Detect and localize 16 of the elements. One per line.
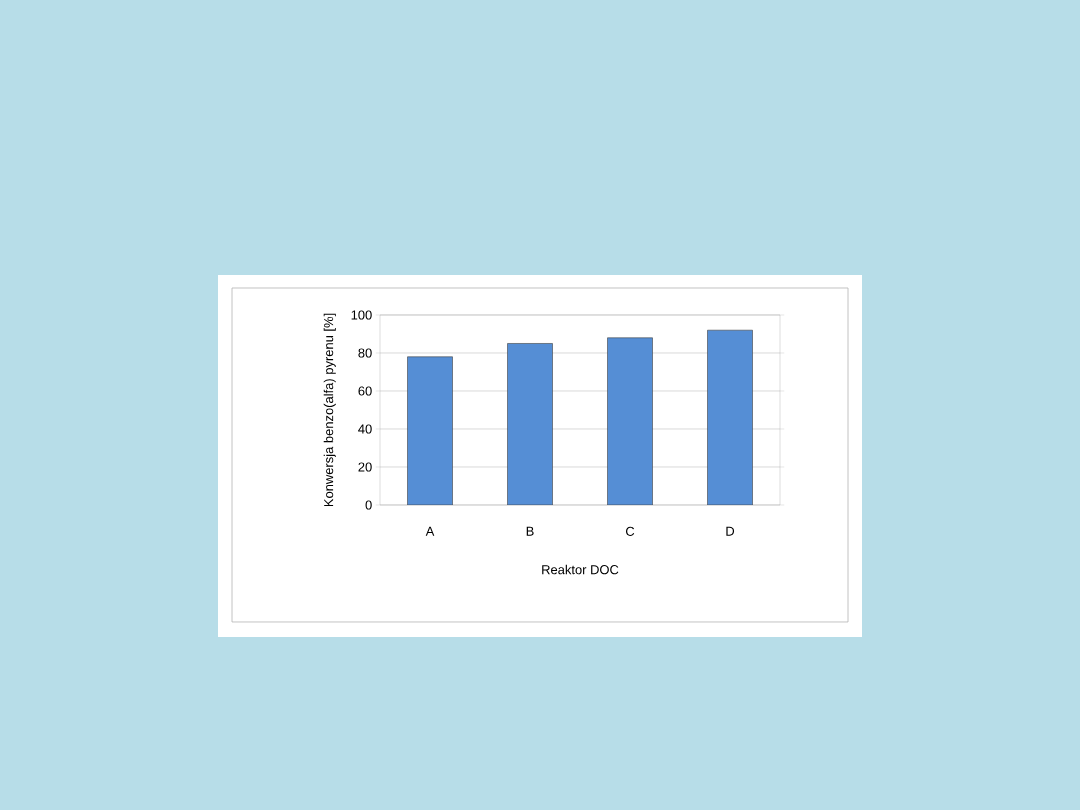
- y-tick-label: 40: [358, 424, 372, 434]
- bar: [607, 337, 653, 505]
- y-tick-label: 100: [351, 310, 372, 320]
- x-tick-label: D: [726, 526, 735, 536]
- x-axis-title: Reaktor DOC: [542, 564, 619, 575]
- x-tick-label: A: [425, 526, 435, 536]
- y-tick-label: 20: [358, 462, 372, 472]
- bar: [707, 329, 753, 505]
- y-tick-label: 0: [365, 500, 372, 510]
- y-axis-title: Konwersja benzo(alfa) pyrenu [%]: [323, 313, 336, 507]
- x-tick-label: B: [526, 526, 534, 536]
- y-tick-label: 60: [358, 386, 372, 396]
- y-tick-label: 80: [358, 348, 372, 358]
- bar: [507, 343, 553, 505]
- x-tick-label: C: [625, 526, 635, 536]
- bar: [407, 356, 453, 505]
